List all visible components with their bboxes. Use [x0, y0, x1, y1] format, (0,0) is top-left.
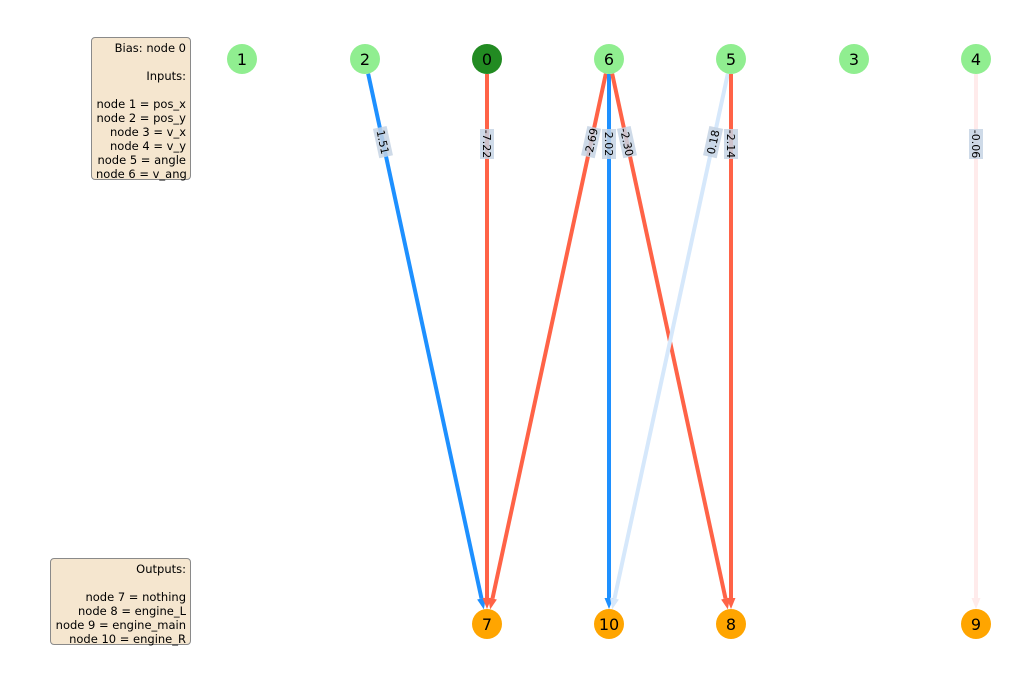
input-line-4: node 4 = v_y	[110, 139, 186, 153]
edge-label-background	[616, 125, 637, 159]
node-9-circle	[961, 609, 991, 639]
nodes-layer: 1 2 0 6 5 3 4 7 10 8 9	[227, 44, 991, 639]
output-line-3: node 9 = engine_main	[55, 618, 186, 632]
node-7-circle	[472, 609, 502, 639]
edge-labels-layer: 1.51 -7.22 -2.69 2.02 -2.30 0.18 -2.14 -0.06	[372, 125, 983, 159]
edge-arrowhead-5-to-8	[726, 598, 736, 609]
node-1-circle	[227, 44, 257, 74]
output-line-2: node 8 = engine_L	[78, 604, 186, 618]
edge-weight-label: 1.51	[374, 129, 392, 156]
node-7-label: 7	[482, 615, 492, 634]
node-0-label: 0	[482, 50, 492, 69]
edge-weight-label-group: 1.51	[372, 125, 393, 159]
edge-2-to-7	[366, 73, 484, 600]
edge-weight-label: -2.14	[724, 130, 737, 158]
node-3-circle	[839, 44, 869, 74]
input-line-2: node 2 = pos_y	[96, 111, 186, 125]
node-2-label: 2	[360, 50, 370, 69]
edge-arrowhead-5-to-10	[610, 597, 619, 610]
edge-label-background	[703, 125, 724, 159]
edge-weight-label: -2.69	[582, 127, 601, 158]
input-line-6: node 6 = v_ang	[96, 167, 187, 181]
output-line-4: node 10 = engine_R	[69, 632, 186, 646]
edges-layer	[366, 73, 981, 610]
node-4-label: 4	[971, 50, 981, 69]
edge-weight-label-group: -2.30	[616, 125, 637, 159]
bias-title: Bias: node 0	[114, 41, 186, 55]
edge-5-to-10	[612, 73, 730, 600]
edge-weight-label-group: 2.02	[602, 129, 616, 159]
edge-weight-label-group: -0.06	[969, 129, 983, 159]
node-10-circle	[594, 609, 624, 639]
edge-label-background	[969, 129, 983, 159]
edge-label-background	[480, 129, 494, 159]
edge-label-background	[602, 129, 616, 159]
edge-weight-label-group: 0.18	[703, 125, 724, 159]
input-line-5: node 5 = angle	[97, 153, 186, 167]
inputs-heading: Inputs:	[146, 69, 186, 83]
output-line-1: node 7 = nothing	[85, 590, 186, 604]
edge-6-to-7	[490, 73, 608, 600]
node-2-circle	[350, 44, 380, 74]
node-8-label: 8	[726, 615, 736, 634]
input-line-1: node 1 = pos_x	[96, 97, 186, 111]
outputs-legend: Outputs: node 7 = nothing node 8 = engin…	[50, 558, 191, 646]
edge-weight-label: -2.30	[617, 127, 636, 158]
node-10-label: 10	[599, 615, 619, 634]
edge-weight-label: -0.06	[969, 130, 982, 158]
bias-inputs-legend: Bias: node 0 Inputs: node 1 = pos_x node…	[91, 37, 191, 181]
edge-weight-label-group: -2.69	[581, 125, 602, 159]
edge-arrowhead-6-to-7	[488, 597, 497, 610]
edge-6-to-8	[610, 73, 728, 600]
node-1-label: 1	[237, 50, 247, 69]
outputs-heading: Outputs:	[136, 562, 186, 576]
node-8-circle	[716, 609, 746, 639]
edge-label-background	[372, 125, 393, 159]
node-4-circle	[961, 44, 991, 74]
node-0-circle	[472, 44, 502, 74]
edge-label-background	[581, 125, 602, 159]
node-5-circle	[716, 44, 746, 74]
node-6-circle	[594, 44, 624, 74]
node-5-label: 5	[726, 50, 736, 69]
edge-arrowhead-4-to-9	[971, 598, 981, 609]
edge-weight-label: 2.02	[602, 132, 615, 157]
edge-weight-label: -7.22	[480, 130, 493, 158]
input-line-3: node 3 = v_x	[110, 125, 186, 139]
node-6-label: 6	[604, 50, 614, 69]
node-9-label: 9	[971, 615, 981, 634]
edge-weight-label-group: -7.22	[480, 129, 494, 159]
edge-label-background	[724, 129, 738, 159]
edge-weight-label-group: -2.14	[724, 129, 738, 159]
edge-weight-label: 0.18	[705, 129, 723, 156]
node-3-label: 3	[849, 50, 859, 69]
